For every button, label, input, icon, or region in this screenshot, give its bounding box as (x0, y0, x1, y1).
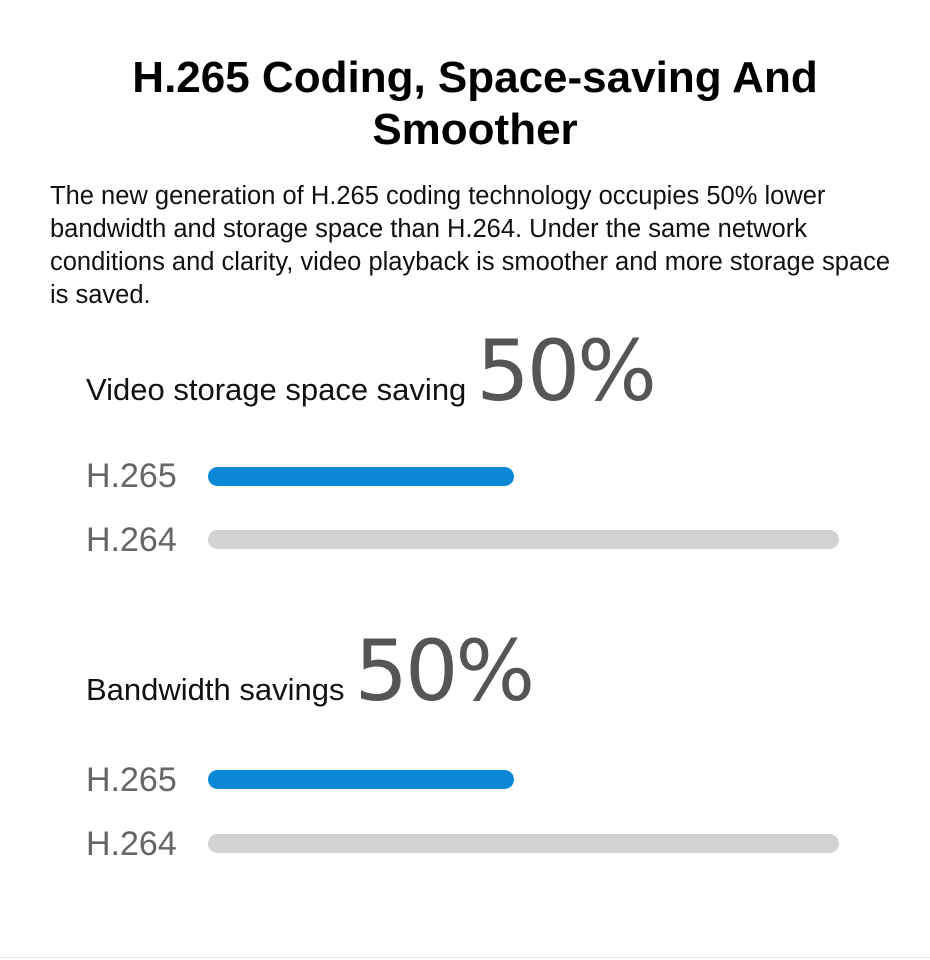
storage-h264-bar (208, 530, 839, 549)
description-paragraph: The new generation of H.265 coding techn… (50, 182, 891, 309)
bottom-divider (0, 957, 930, 958)
bandwidth-h265-bar (208, 770, 514, 789)
page-title: H.265 Coding, Space-saving And Smoother (132, 53, 818, 154)
storage-h265-label: H.265 (86, 457, 177, 495)
storage-saving-label: Video storage space saving (86, 372, 467, 407)
storage-saving-percent: 50% (476, 322, 657, 420)
bandwidth-h264-label: H.264 (86, 825, 177, 863)
bandwidth-h264-bar (208, 834, 839, 853)
bandwidth-h265-label: H.265 (86, 761, 177, 799)
storage-h265-bar (208, 467, 514, 486)
storage-saving-heading: Video storage space saving 50% (86, 322, 657, 420)
storage-h264-label: H.264 (86, 521, 177, 559)
bandwidth-saving-label: Bandwidth savings (86, 672, 345, 707)
bandwidth-saving-percent: 50% (354, 622, 536, 720)
bandwidth-saving-heading: Bandwidth savings 50% (86, 622, 536, 720)
